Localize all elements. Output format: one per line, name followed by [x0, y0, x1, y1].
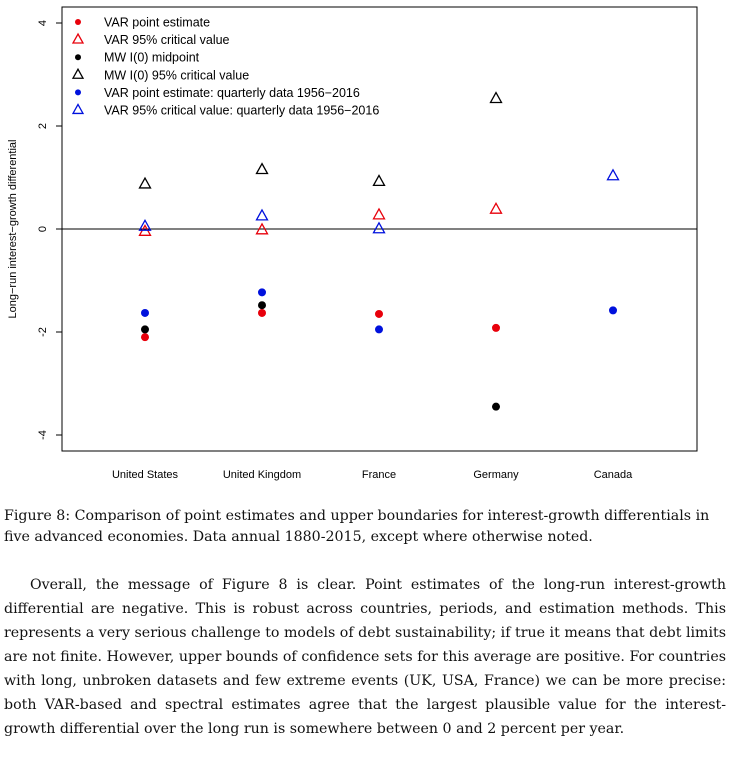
data-point-dot [258, 301, 266, 310]
x-tick-label: France [362, 469, 396, 481]
legend-dot [75, 89, 81, 96]
data-point-triangle [489, 91, 503, 104]
x-tick-label: Germany [473, 469, 519, 481]
data-point-dot [258, 308, 266, 317]
legend-label: VAR 95% critical value [104, 33, 230, 47]
data-point-triangle [489, 201, 503, 214]
data-point-dot [141, 325, 149, 334]
y-axis: -4 -2 0 2 4 [37, 20, 62, 440]
data-point-triangle [372, 174, 386, 187]
legend-triangle [71, 32, 85, 44]
data-point-triangle [255, 162, 269, 175]
data-point-dot [609, 306, 617, 315]
data-point-triangle [138, 218, 152, 231]
data-point-triangle [372, 221, 386, 234]
data-point-dot [375, 309, 383, 318]
data-point-triangle [372, 207, 386, 220]
x-tick-label: United Kingdom [223, 469, 301, 481]
data-point-triangle [138, 176, 152, 189]
legend-triangle [71, 103, 85, 115]
legend-triangle [71, 67, 85, 79]
data-point-dot [258, 288, 266, 297]
legend-label: VAR point estimate: quarterly data 1956−… [104, 86, 360, 100]
legend-dot [75, 54, 81, 61]
legend-dot [75, 19, 81, 25]
data-point-triangle [255, 208, 269, 221]
legend-label: VAR point estimate [104, 16, 210, 30]
data-point-dot [141, 308, 149, 317]
y-axis-title: Long−run interest−growth differential [7, 140, 19, 319]
legend-label: VAR 95% critical value: quarterly data 1… [104, 104, 379, 118]
y-tick-label: 0 [37, 226, 49, 232]
legend: VAR point estimate VAR 95% critical value… [71, 16, 379, 118]
y-tick-label: 4 [37, 20, 49, 26]
y-tick-label: -2 [37, 327, 49, 337]
x-tick-label: Canada [594, 469, 633, 481]
data-point-dot [375, 325, 383, 334]
x-axis: United States United Kingdom France Germany… [112, 469, 633, 481]
figure-caption: Figure 8: Comparison of point estimates … [4, 508, 710, 545]
y-tick-label: 2 [37, 123, 49, 129]
body-paragraph: Overall, the message of Figure 8 is clea… [4, 577, 726, 737]
legend-label: MW I(0) 95% critical value [104, 68, 249, 82]
data-point-dot [141, 333, 149, 342]
data-point-dot [492, 402, 500, 411]
data-point-dot [492, 323, 500, 332]
data-point-triangle [606, 168, 620, 181]
x-tick-label: United States [112, 469, 179, 481]
interest-growth-chart: -4 -2 0 2 4 United States United Kingdom Franc… [7, 6, 698, 481]
y-tick-label: -4 [37, 430, 49, 440]
data-point-triangle [255, 222, 269, 235]
legend-label: MW I(0) midpoint [104, 51, 200, 65]
data-points [138, 91, 620, 411]
